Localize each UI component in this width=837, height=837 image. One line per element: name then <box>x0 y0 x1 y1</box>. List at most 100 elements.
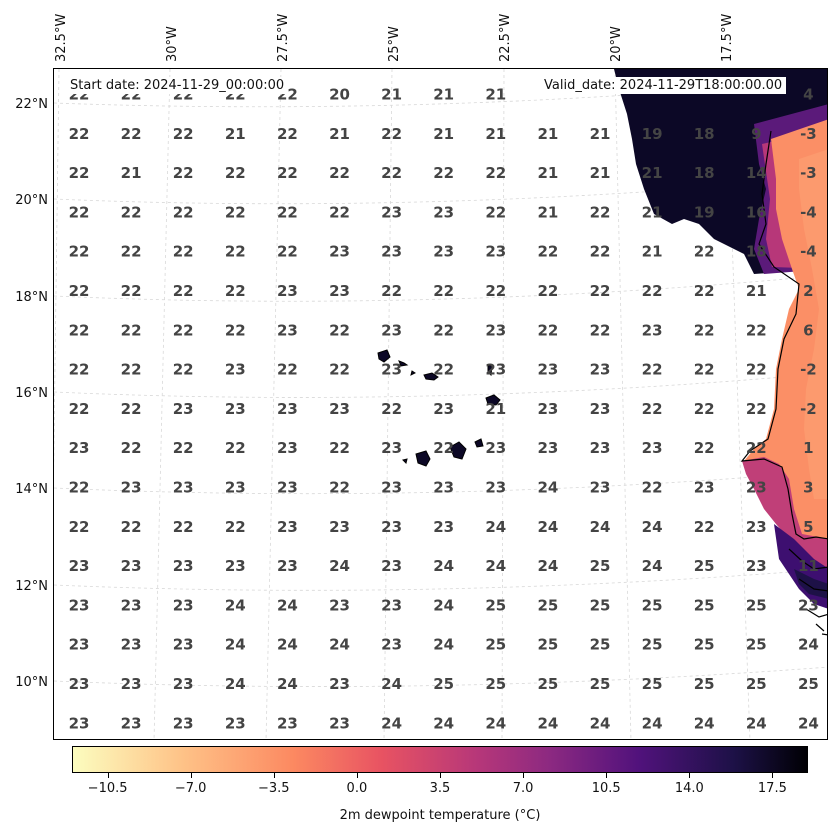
grid-value-r16-c1: 23 <box>121 714 142 732</box>
grid-value-r15-c12: 25 <box>694 675 715 693</box>
grid-value-r4-c7: 23 <box>433 243 454 261</box>
grid-value-r14-c8: 25 <box>485 636 506 654</box>
grid-value-r9-c10: 23 <box>590 439 611 457</box>
grid-value-r4-c1: 22 <box>121 243 142 261</box>
colorbar-tick-label: −7.0 <box>174 781 207 796</box>
grid-value-r2-c8: 22 <box>485 164 506 182</box>
grid-value-r8-c8: 21 <box>485 400 506 418</box>
grid-value-r8-c4: 23 <box>277 400 298 418</box>
grid-value-r14-c14: 24 <box>798 636 819 654</box>
colorbar-tick-label: −10.5 <box>87 781 128 796</box>
grid-value-r14-c11: 25 <box>642 636 663 654</box>
grid-value-r6-c14: 6 <box>803 321 813 339</box>
grid-value-r9-c14: 1 <box>803 439 813 457</box>
colorbar-tick-label: 14.0 <box>674 781 704 796</box>
colorbar-tickmark <box>356 773 358 778</box>
grid-value-r2-c14: -3 <box>800 164 817 182</box>
grid-value-r13-c13: 25 <box>746 596 767 614</box>
grid-value-r16-c0: 23 <box>69 714 90 732</box>
grid-value-r16-c12: 24 <box>694 714 715 732</box>
grid-value-r14-c0: 23 <box>69 636 90 654</box>
grid-value-r14-c7: 24 <box>433 636 454 654</box>
grid-value-r14-c13: 25 <box>746 636 767 654</box>
grid-value-r16-c3: 23 <box>225 714 246 732</box>
grid-value-r2-c4: 22 <box>277 164 298 182</box>
grid-value-r9-c8: 23 <box>485 439 506 457</box>
grid-value-r3-c9: 21 <box>537 203 558 221</box>
grid-value-r2-c1: 21 <box>121 164 142 182</box>
grid-value-r11-c11: 24 <box>642 518 663 536</box>
grid-value-r3-c8: 22 <box>485 203 506 221</box>
grid-value-r0-c6: 21 <box>381 86 402 104</box>
grid-value-r8-c9: 23 <box>537 400 558 418</box>
grid-value-r8-c11: 22 <box>642 400 663 418</box>
grid-value-r16-c14: 24 <box>798 714 819 732</box>
grid-value-r13-c4: 24 <box>277 596 298 614</box>
grid-value-r5-c8: 22 <box>485 282 506 300</box>
grid-value-r1-c13: 9 <box>751 125 761 143</box>
grid-value-r16-c13: 24 <box>746 714 767 732</box>
grid-value-r13-c8: 25 <box>485 596 506 614</box>
grid-value-r5-c3: 22 <box>225 282 246 300</box>
grid-value-r6-c11: 23 <box>642 321 663 339</box>
grid-value-r15-c6: 24 <box>381 675 402 693</box>
grid-value-r2-c5: 22 <box>329 164 350 182</box>
grid-value-r11-c8: 24 <box>485 518 506 536</box>
grid-value-r7-c2: 22 <box>173 361 194 379</box>
grid-value-r15-c10: 25 <box>590 675 611 693</box>
grid-value-r3-c10: 22 <box>590 203 611 221</box>
grid-value-r14-c2: 23 <box>173 636 194 654</box>
grid-value-r2-c0: 22 <box>69 164 90 182</box>
grid-value-r15-c3: 24 <box>225 675 246 693</box>
grid-value-r4-c14: -4 <box>800 243 817 261</box>
grid-value-r12-c13: 23 <box>746 557 767 575</box>
colorbar-tick-label: 7.0 <box>512 781 534 796</box>
grid-value-r12-c4: 23 <box>277 557 298 575</box>
colorbar-tickmark <box>273 773 275 778</box>
grid-value-r12-c8: 24 <box>485 557 506 575</box>
colorbar-label: 2m dewpoint temperature (°C) <box>339 808 541 823</box>
grid-value-r9-c9: 23 <box>537 439 558 457</box>
colorbar-tick-label: 0.0 <box>346 781 368 796</box>
grid-value-r5-c11: 22 <box>642 282 663 300</box>
grid-value-r12-c14: 11 <box>798 557 819 575</box>
grid-value-r10-c8: 23 <box>485 479 506 497</box>
grid-value-r1-c1: 22 <box>121 125 142 143</box>
grid-value-r7-c4: 22 <box>277 361 298 379</box>
grid-value-r1-c7: 21 <box>433 125 454 143</box>
grid-value-r15-c4: 24 <box>277 675 298 693</box>
grid-value-r10-c12: 23 <box>694 479 715 497</box>
grid-value-r11-c5: 23 <box>329 518 350 536</box>
grid-value-r6-c13: 22 <box>746 321 767 339</box>
colorbar-tick-label: −3.5 <box>258 781 290 796</box>
grid-value-r0-c5: 20 <box>329 86 350 104</box>
grid-value-r2-c11: 21 <box>642 164 663 182</box>
colorbar-tickmark <box>440 773 441 778</box>
grid-value-r8-c2: 23 <box>173 400 194 418</box>
grid-value-r13-c10: 25 <box>590 596 611 614</box>
grid-value-r3-c13: 16 <box>746 203 767 221</box>
grid-value-r13-c3: 24 <box>225 596 246 614</box>
grid-value-r15-c7: 25 <box>433 675 454 693</box>
grid-value-r11-c3: 22 <box>225 518 246 536</box>
grid-value-r16-c9: 24 <box>537 714 558 732</box>
cape-verde-islands <box>377 349 501 467</box>
grid-value-r11-c10: 24 <box>590 518 611 536</box>
grid-value-r5-c0: 22 <box>69 282 90 300</box>
grid-value-r15-c0: 23 <box>69 675 90 693</box>
grid-value-r10-c11: 22 <box>642 479 663 497</box>
grid-value-r12-c1: 23 <box>121 557 142 575</box>
grid-value-r10-c10: 23 <box>590 479 611 497</box>
grid-value-r8-c3: 23 <box>225 400 246 418</box>
grid-value-r3-c14: -4 <box>800 203 817 221</box>
grid-value-r1-c2: 22 <box>173 125 194 143</box>
lon-label-32-5w: 32.5°W <box>54 13 69 62</box>
grid-value-r0-c8: 21 <box>485 86 506 104</box>
grid-value-r3-c0: 22 <box>69 203 90 221</box>
grid-value-r6-c6: 23 <box>381 321 402 339</box>
lat-label-16n: 16°N <box>15 386 48 401</box>
grid-value-r9-c6: 23 <box>381 439 402 457</box>
coastline <box>740 130 827 636</box>
grid-value-r2-c12: 18 <box>694 164 715 182</box>
grid-value-r5-c10: 22 <box>590 282 611 300</box>
